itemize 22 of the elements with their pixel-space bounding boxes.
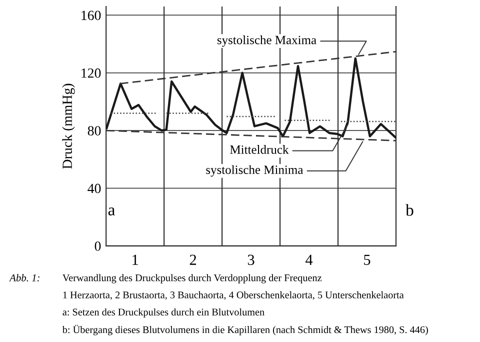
text: 1 Herzaorta, 2 Brustaorta, 3 Bauchaorta, 4 Oberschenkelaorta, 5 Unterschenkelaorta (63, 291, 404, 300)
annotation: a (108, 207, 115, 216)
y-tick-label: 120 (82, 68, 101, 78)
x-tick-label: 2 (190, 254, 196, 265)
x-tick-label: 5 (364, 254, 370, 265)
x-tick-label: 4 (306, 254, 313, 265)
annotation: systolische Maxima (217, 35, 316, 47)
caption: Abb. 1: (9, 274, 40, 282)
x-tick-label: 3 (248, 254, 254, 265)
text: b: Übergang dieses Blutvolumens in die Kapillaren (nach Schmidt & Thews 1980, S. 446) (62, 324, 428, 336)
annotation: Mitteldruck (230, 145, 289, 154)
text: b (406, 204, 414, 216)
text: a: Setzen des Druckpulses durch ein Blutvolumen (62, 308, 264, 318)
y-tick-label: 160 (82, 10, 101, 20)
line-series (106, 57, 396, 138)
x-tick-label: 1 (132, 254, 138, 265)
text: Verwandlung des Druckpulses durch Verdopplung der Frequenz (62, 274, 322, 284)
y-tick-label: 40 (88, 184, 101, 194)
annotation: systolische Minima (206, 165, 304, 177)
y-tick-label: 0 (94, 241, 101, 251)
y-axis-title: Druck (mmHg) (62, 84, 75, 169)
y-tick-label: 80 (88, 126, 101, 136)
